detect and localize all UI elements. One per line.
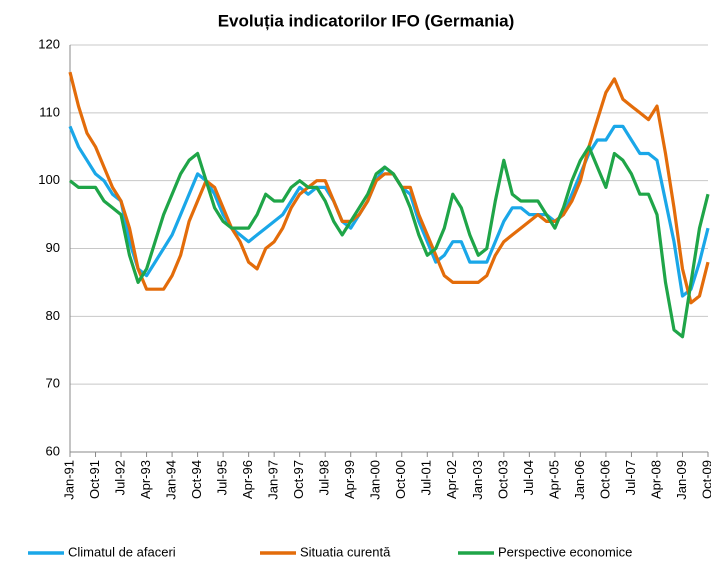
y-tick-label: 110	[39, 104, 60, 119]
x-tick-label: Jan-00	[368, 460, 383, 500]
x-tick-label: Apr-08	[648, 460, 663, 499]
x-tick-label: Jan-06	[572, 460, 587, 500]
x-tick-label: Oct-03	[495, 460, 510, 499]
y-tick-label: 70	[46, 376, 60, 391]
legend-label: Perspective economice	[498, 544, 632, 559]
x-tick-label: Apr-96	[240, 460, 255, 499]
x-tick-label: Apr-93	[138, 460, 153, 499]
chart-title: Evoluția indicatorilor IFO (Germania)	[218, 11, 515, 30]
y-tick-label: 100	[38, 172, 60, 187]
x-tick-label: Jul-07	[623, 460, 638, 495]
x-tick-label: Apr-99	[342, 460, 357, 499]
series-line	[68, 71, 710, 305]
x-tick-label: Oct-97	[291, 460, 306, 499]
y-tick-label: 120	[38, 36, 60, 51]
x-tick-label: Jan-94	[164, 460, 179, 500]
x-tick-label: Jul-92	[112, 460, 127, 495]
x-tick-label: Apr-02	[444, 460, 459, 499]
legend-label: Climatul de afaceri	[68, 544, 176, 559]
x-tick-label: Oct-06	[597, 460, 612, 499]
x-tick-label: Jan-03	[470, 460, 485, 500]
x-tick-label: Oct-94	[189, 460, 204, 499]
x-tick-label: Jul-98	[317, 460, 332, 495]
x-tick-label: Oct-91	[87, 460, 102, 499]
x-tick-label: Jan-91	[61, 460, 76, 500]
x-tick-label: Oct-00	[393, 460, 408, 499]
x-tick-label: Jul-04	[521, 460, 536, 495]
x-tick-label: Jan-09	[674, 460, 689, 500]
series-line	[69, 145, 710, 339]
x-tick-label: Jan-97	[266, 460, 281, 500]
x-tick-label: Oct-09	[699, 460, 711, 499]
x-tick-label: Jul-95	[215, 460, 230, 495]
x-tick-label: Apr-05	[546, 460, 561, 499]
legend-label: Situatia curentă	[300, 544, 391, 559]
y-tick-label: 60	[46, 443, 60, 458]
y-tick-label: 80	[46, 308, 60, 323]
x-tick-label: Jul-01	[419, 460, 434, 495]
y-tick-label: 90	[46, 240, 60, 255]
